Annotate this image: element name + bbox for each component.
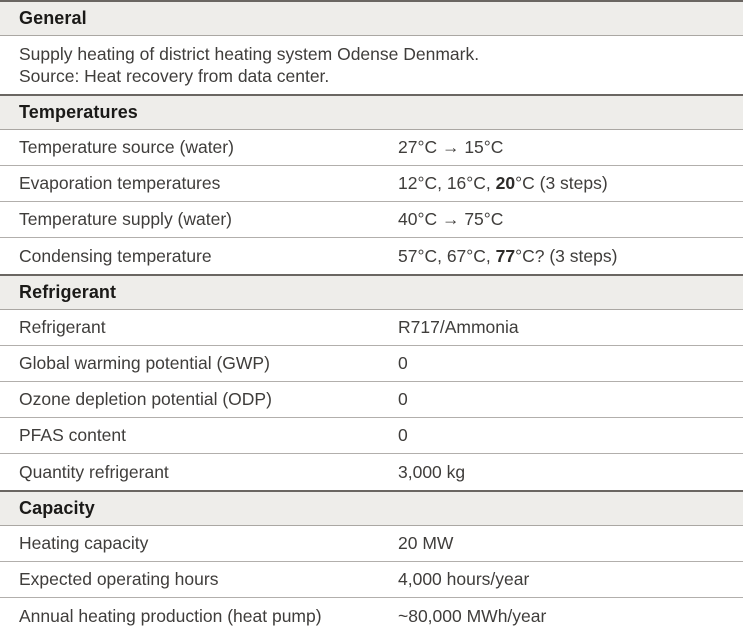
row-value: 0: [398, 425, 408, 445]
row-label: Condensing temperature: [19, 245, 212, 266]
row-value: 12°C, 16°C, 20°C (3 steps): [398, 173, 608, 193]
row-value: 4,000 hours/year: [398, 569, 530, 589]
table-row: Expected operating hours 4,000 hours/yea…: [0, 562, 743, 598]
row-label: Heating capacity: [19, 533, 149, 553]
row-label: Temperature supply (water): [19, 209, 232, 229]
row-label: Ozone depletion potential (ODP): [19, 389, 272, 409]
table-row: Ozone depletion potential (ODP) 0: [0, 382, 743, 418]
row-label: Quantity refrigerant: [19, 461, 169, 482]
table-row: Temperature supply (water) 40°C → 75°C: [0, 202, 743, 238]
row-value: 0: [398, 353, 408, 373]
table-row: Condensing temperature 57°C, 67°C, 77°C?…: [0, 238, 743, 274]
table-row: Global warming potential (GWP) 0: [0, 346, 743, 382]
row-label: Annual heating production (heat pump): [19, 605, 322, 626]
row-label: Refrigerant: [19, 317, 106, 337]
table-row: Heating capacity 20 MW: [0, 526, 743, 562]
row-value: 3,000 kg: [398, 461, 466, 482]
section-header-capacity: Capacity: [0, 490, 743, 526]
row-label: Global warming potential (GWP): [19, 353, 270, 373]
general-description-line: Source: Heat recovery from data center.: [19, 66, 330, 86]
table-row: Annual heating production (heat pump) ~8…: [0, 598, 743, 628]
row-value: 40°C → 75°C: [398, 209, 504, 229]
table-row: PFAS content 0: [0, 418, 743, 454]
general-description: Supply heating of district heating syste…: [0, 36, 743, 94]
row-label: Expected operating hours: [19, 569, 219, 589]
row-label: Temperature source (water): [19, 137, 234, 157]
row-value: R717/Ammonia: [398, 317, 519, 337]
temperatures-rows: Temperature source (water) 27°C → 15°C E…: [0, 130, 743, 274]
refrigerant-rows: Refrigerant R717/Ammonia Global warming …: [0, 310, 743, 490]
section-header-refrigerant: Refrigerant: [0, 274, 743, 310]
table-row: Quantity refrigerant 3,000 kg: [0, 454, 743, 490]
capacity-rows: Heating capacity 20 MW Expected operatin…: [0, 526, 743, 628]
general-description-line: Supply heating of district heating syste…: [19, 44, 480, 64]
table-row: Evaporation temperatures 12°C, 16°C, 20°…: [0, 166, 743, 202]
row-value: 0: [398, 389, 408, 409]
table-row: Refrigerant R717/Ammonia: [0, 310, 743, 346]
row-label: Evaporation temperatures: [19, 173, 221, 193]
row-value: 27°C → 15°C: [398, 137, 504, 157]
section-header-general: General: [0, 0, 743, 36]
row-value: ~80,000 MWh/year: [398, 605, 547, 626]
row-value: 20 MW: [398, 533, 454, 553]
section-header-temperatures: Temperatures: [0, 94, 743, 130]
table-row: Temperature source (water) 27°C → 15°C: [0, 130, 743, 166]
row-value: 57°C, 67°C, 77°C? (3 steps): [398, 245, 618, 266]
row-label: PFAS content: [19, 425, 127, 445]
